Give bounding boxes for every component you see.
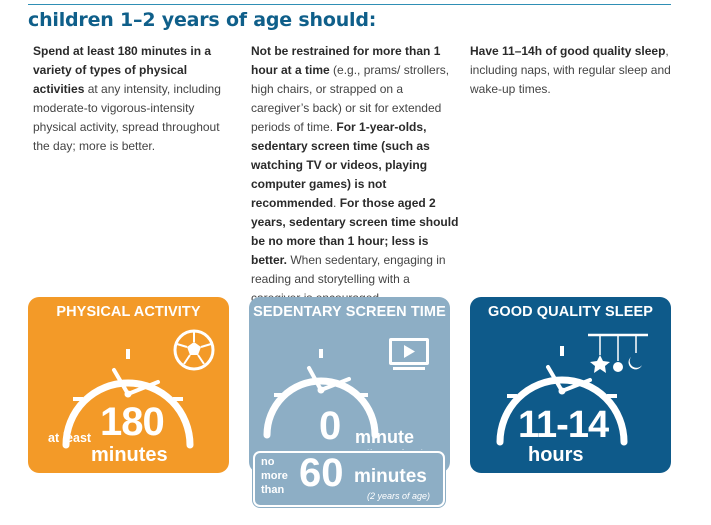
- crib-mobile-icon: [588, 333, 648, 373]
- guideline-bold: Spend at least 180 minutes in a variety …: [33, 44, 212, 96]
- clock-icon: [263, 338, 429, 439]
- tile-title: SEDENTARY SCREEN TIME: [253, 304, 446, 320]
- box-number: 60: [299, 451, 344, 495]
- tile-unit: minutes: [91, 444, 168, 466]
- page-heading: children 1–2 years of age should:: [28, 9, 377, 31]
- screen-time-tile: SEDENTARY SCREEN TIME 0 minute (1 year o…: [249, 297, 450, 473]
- tile-unit: minute: [355, 427, 415, 447]
- guideline-text: , including naps, with regular sleep and…: [470, 44, 671, 96]
- clock-icon: [496, 333, 648, 446]
- box-prefix-line1: no: [261, 456, 275, 468]
- guideline-text: (e.g., prams/ strollers, high chairs, or…: [251, 63, 450, 134]
- tile-number: 0: [319, 404, 342, 448]
- guideline-physical-activity: Spend at least 180 minutes in a variety …: [33, 42, 233, 156]
- guideline-bold: Have 11–14h of good quality sleep: [470, 44, 666, 58]
- tile-title: PHYSICAL ACTIVITY: [56, 304, 201, 320]
- tile-number: 11-14: [518, 404, 609, 446]
- guideline-sleep: Have 11–14h of good quality sleep, inclu…: [470, 42, 680, 99]
- guideline-sedentary: Not be restrained for more than 1 hour a…: [251, 42, 461, 308]
- tile-number: 180: [100, 400, 165, 444]
- guideline-bold: Not be restrained for more than 1 hour a…: [251, 44, 441, 77]
- guideline-bold: For those aged 2 years, sedentary screen…: [251, 196, 459, 267]
- physical-activity-tile: PHYSICAL ACTIVITY at least 180 minutes: [28, 297, 229, 473]
- guideline-text: .: [333, 196, 340, 210]
- box-prefix-line3: than: [261, 484, 285, 496]
- box-note: (2 years of age): [367, 491, 431, 501]
- top-rule: [28, 4, 671, 5]
- sleep-tile: GOOD QUALITY SLEEP 11-14 hours: [470, 297, 671, 473]
- tile-unit: hours: [528, 444, 584, 466]
- guideline-bold: For 1-year-olds, sedentary screen time (…: [251, 120, 430, 210]
- guideline-text: at any intensity, including moderate-to …: [33, 82, 221, 153]
- box-prefix-line2: more: [261, 470, 288, 482]
- box-unit: minutes: [354, 466, 427, 487]
- tv-play-icon: [389, 338, 429, 370]
- tile-prefix: at least: [48, 431, 92, 445]
- screen-time-2years-box: no more than 60 minutes (2 years of age): [253, 451, 445, 507]
- clock-icon: [62, 329, 215, 449]
- soccer-ball-icon: [173, 329, 215, 371]
- tile-title: GOOD QUALITY SLEEP: [487, 304, 654, 320]
